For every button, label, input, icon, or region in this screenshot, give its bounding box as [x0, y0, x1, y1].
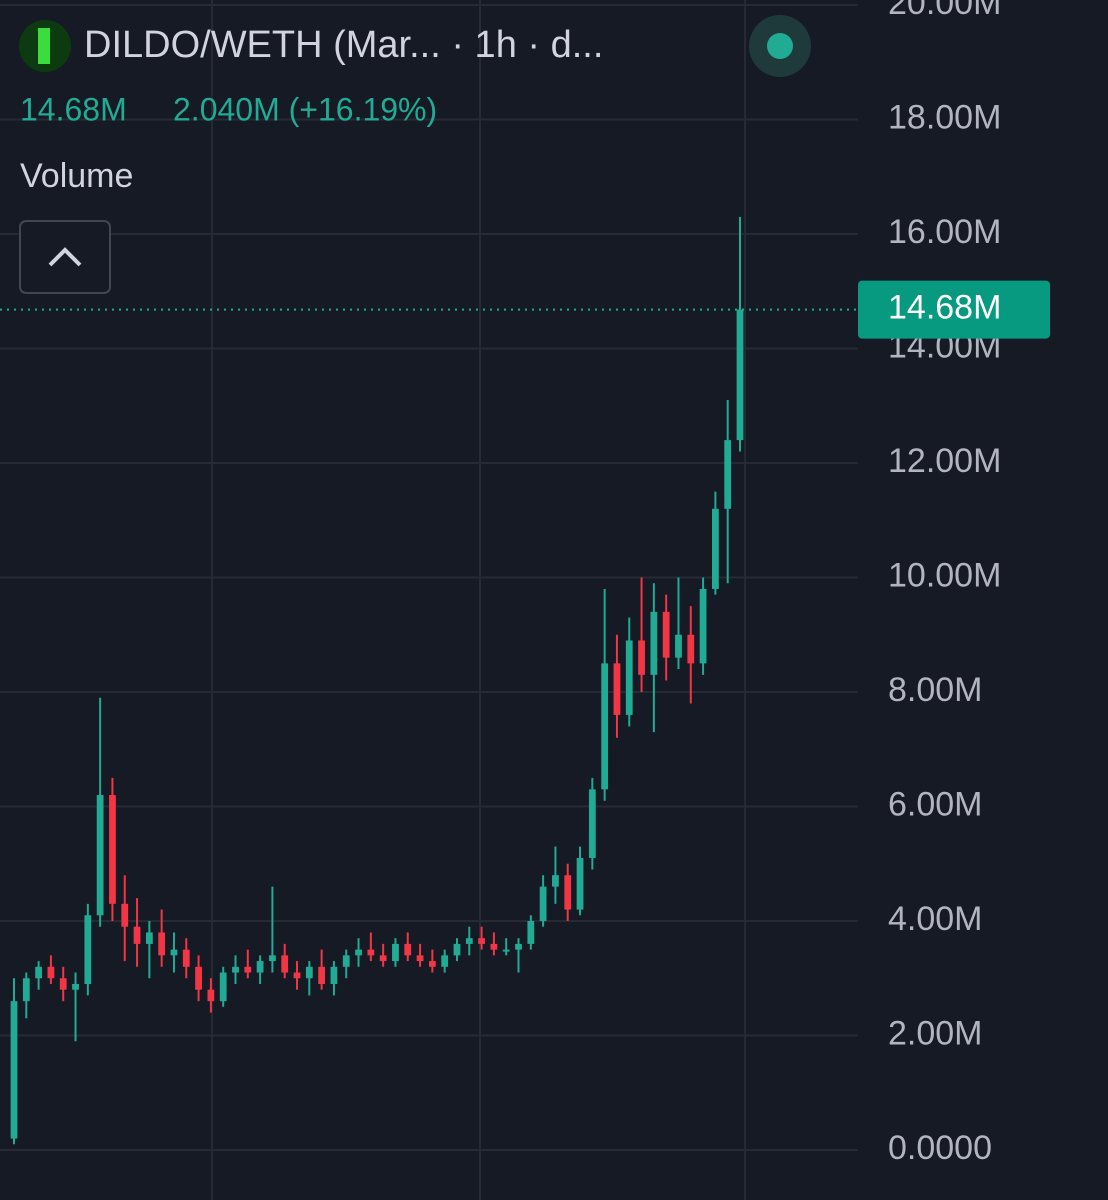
- candle-body: [379, 955, 387, 962]
- candle-body: [662, 611, 670, 658]
- grid: [0, 0, 858, 1200]
- candle-body: [35, 966, 42, 979]
- y-tick-label: 8.00M: [888, 671, 983, 709]
- y-tick-label: 6.00M: [888, 785, 983, 823]
- legend-header: DILDO/WETH (Mar... · 1h · d... 14.68M 2.…: [19, 15, 811, 294]
- candle-body: [724, 440, 732, 509]
- y-tick-label: 0.0000: [888, 1129, 992, 1167]
- candle-body: [244, 966, 252, 973]
- candle-body: [465, 938, 473, 944]
- candle-body: [256, 961, 264, 973]
- candle-body: [121, 903, 129, 927]
- y-tick-label: 20.00M: [888, 0, 1001, 22]
- candle-body: [59, 978, 67, 990]
- y-axis: 0.0000 2.00M 4.00M 6.00M 8.00M 10.00M 12.00M 14…: [858, 0, 1050, 1167]
- candle-body: [47, 966, 55, 979]
- candle-body: [539, 886, 547, 921]
- symbol-title[interactable]: DILDO/WETH (Mar... · 1h · d...: [84, 24, 603, 66]
- candle-body: [392, 943, 399, 962]
- candle-body: [625, 640, 633, 715]
- last-value: 14.68M: [20, 91, 127, 127]
- candle-body: [219, 972, 227, 1002]
- y-tick-label: 2.00M: [888, 1014, 983, 1052]
- y-tick-label: 18.00M: [888, 98, 1001, 136]
- candle-body: [650, 611, 658, 675]
- logo-figure: [38, 28, 50, 64]
- candle-body: [416, 955, 424, 962]
- last-price-label: 14.68M: [888, 289, 1001, 327]
- candle-body: [318, 966, 326, 984]
- candle-body: [736, 309, 744, 441]
- y-tick-label: 16.00M: [888, 213, 1001, 251]
- y-tick-label: 4.00M: [888, 900, 983, 938]
- candle-body: [453, 943, 461, 956]
- candle-body: [478, 938, 485, 944]
- candle-body: [158, 932, 166, 956]
- candle-body: [515, 943, 522, 950]
- candle-body: [72, 983, 79, 990]
- candle-body: [588, 789, 596, 859]
- y-tick-label: 10.00M: [888, 556, 1001, 594]
- candle-body: [441, 955, 449, 967]
- candle-body: [342, 955, 350, 967]
- candle-body: [96, 795, 104, 916]
- candle-body: [601, 663, 609, 790]
- last-price-badge: [858, 280, 1050, 339]
- candle-body: [638, 640, 645, 675]
- candle-body: [10, 1001, 18, 1139]
- candle-body: [281, 955, 289, 973]
- candle-body: [490, 943, 498, 950]
- candle-body: [502, 949, 510, 952]
- candle-body: [428, 961, 436, 967]
- candle-body: [552, 875, 559, 887]
- chevron-icon: [48, 247, 82, 267]
- candle-body: [564, 875, 572, 910]
- status-dot: [767, 33, 793, 59]
- candle-body: [109, 795, 116, 904]
- candle-body: [699, 588, 707, 664]
- plot: [0, 216, 858, 1145]
- candle-body: [232, 966, 239, 973]
- collapse-button[interactable]: [19, 220, 111, 294]
- candle-body: [576, 858, 584, 910]
- candle-body: [293, 972, 301, 979]
- candle-body: [22, 978, 30, 1002]
- y-tick-label: 12.00M: [888, 442, 1001, 480]
- candle-body: [367, 949, 375, 956]
- candle-body: [145, 932, 153, 944]
- candle-body: [269, 955, 276, 962]
- candle-body: [330, 966, 338, 984]
- candle-body: [355, 949, 362, 956]
- candle-body: [170, 949, 178, 956]
- candle-body: [712, 508, 719, 589]
- candle-body: [404, 943, 412, 956]
- candle-body: [133, 926, 141, 944]
- candle-body: [527, 921, 535, 944]
- indicator-label[interactable]: Volume: [20, 157, 133, 195]
- candle-body: [195, 966, 202, 990]
- change-value: 2.040M (+16.19%): [173, 91, 437, 127]
- candle-body: [182, 949, 190, 967]
- candle-body: [84, 915, 92, 984]
- candle-body: [675, 634, 682, 658]
- candle-body: [207, 989, 215, 1002]
- candle-body: [305, 966, 313, 979]
- candle-body: [687, 634, 695, 664]
- candle-body: [613, 663, 621, 715]
